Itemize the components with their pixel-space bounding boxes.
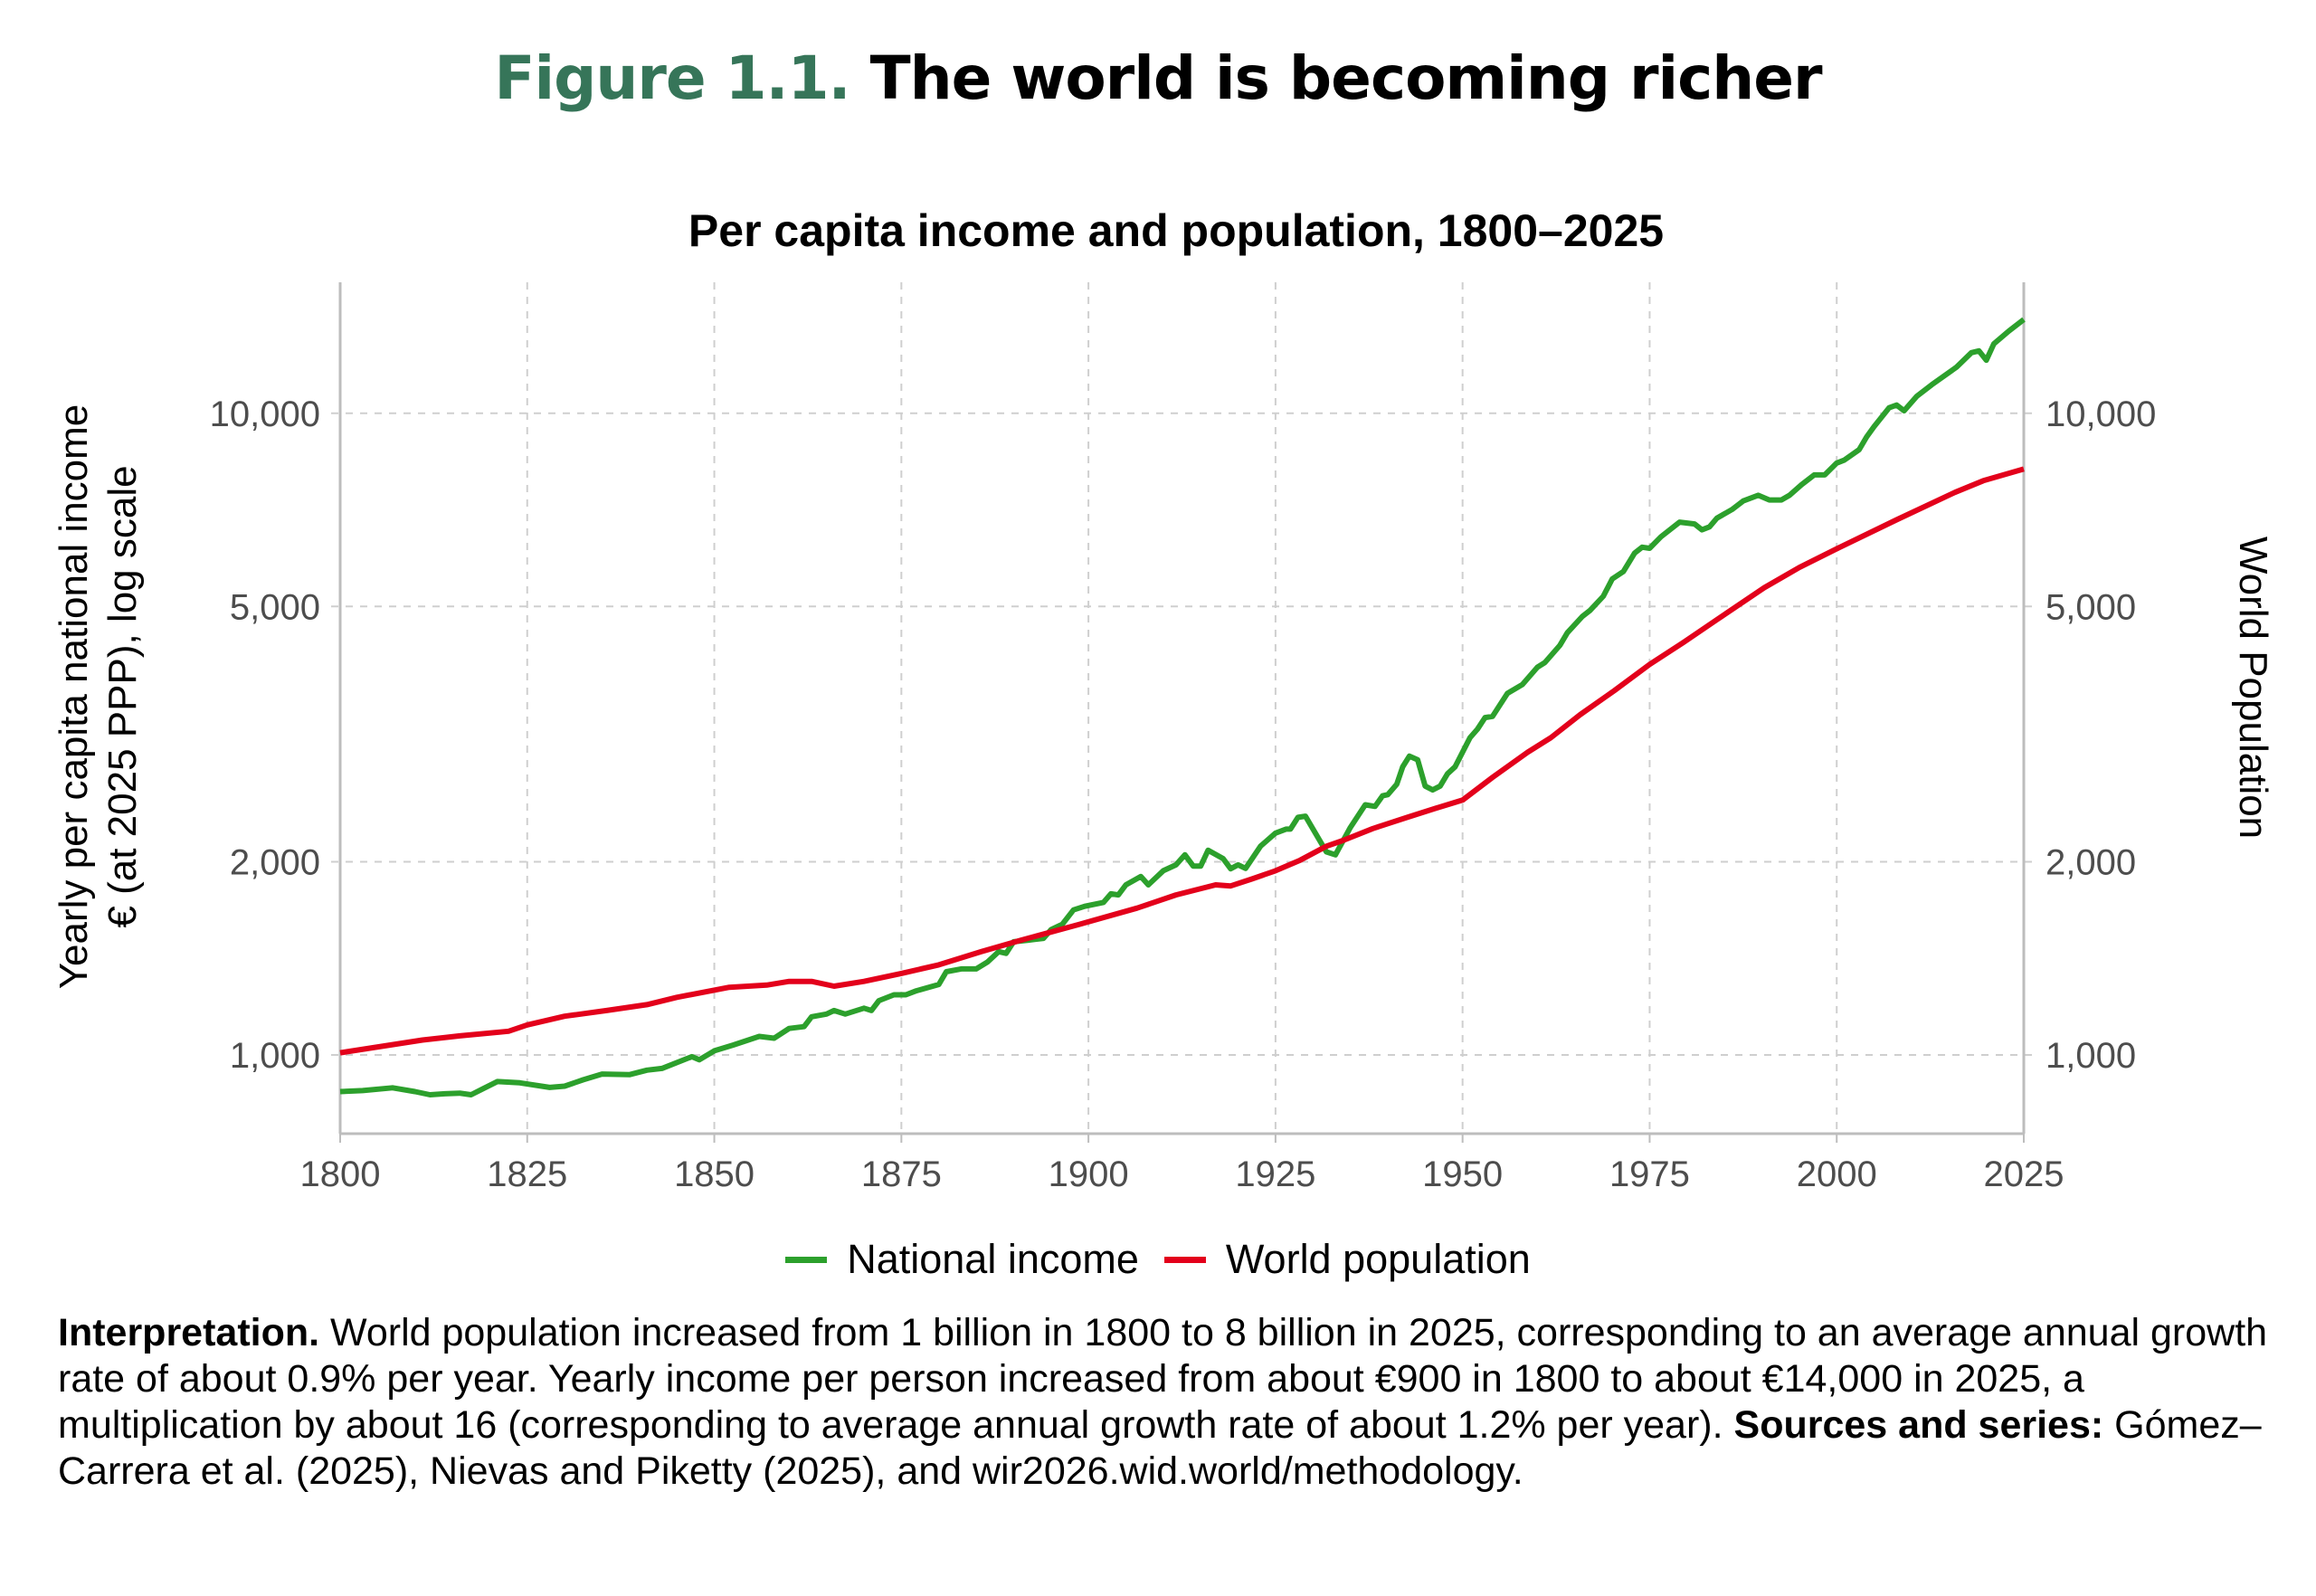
x-tick-label: 1800	[300, 1154, 381, 1194]
chart-title: Per capita income and population, 1800–2…	[688, 205, 1665, 256]
x-tick-label: 2000	[1797, 1154, 1877, 1194]
x-tick-label: 1825	[487, 1154, 567, 1194]
legend-swatch-green	[785, 1256, 828, 1263]
figure-title: Figure 1.1. The world is becoming richer	[0, 43, 2316, 113]
y-tick-label: 2,000	[230, 843, 320, 883]
y2-tick-label: 5,000	[2045, 587, 2136, 627]
legend: National income World population	[0, 1236, 2316, 1283]
world-population-line	[339, 466, 2025, 1056]
y-tick-label: 5,000	[230, 587, 320, 627]
x-tick-label: 1875	[861, 1154, 942, 1194]
interpretation-note: Interpretation. World population increas…	[58, 1310, 2274, 1495]
x-tick-label: 1950	[1422, 1154, 1503, 1194]
figure-label: Figure 1.1.	[494, 43, 850, 113]
y2-axis-label: World Population	[2231, 537, 2275, 839]
y-tick-label: 10,000	[210, 394, 320, 434]
legend-label: World population	[1225, 1236, 1531, 1282]
y-tick-label: 1,000	[230, 1036, 320, 1076]
legend-item-national-income: National income	[785, 1236, 1139, 1283]
y2-tick-label: 2,000	[2045, 843, 2136, 883]
legend-item-world-population: World population	[1163, 1236, 1531, 1283]
x-tick-label: 1850	[674, 1154, 755, 1194]
interpretation-label: Interpretation.	[58, 1311, 320, 1354]
x-tick-label: 1900	[1049, 1154, 1129, 1194]
sources-label: Sources and series:	[1733, 1403, 2104, 1447]
x-tick-label: 1975	[1609, 1154, 1690, 1194]
interpretation-text: World population increased from 1 billio…	[58, 1311, 2268, 1447]
y2-tick-label: 10,000	[2045, 394, 2156, 434]
y-axis-label-line1: Yearly per capita national income	[52, 404, 96, 990]
sources-text: Gómez–Carrera et al. (2025), Nievas and …	[58, 1403, 2262, 1493]
x-tick-label: 2025	[1984, 1154, 2064, 1194]
figure-title-text: The world is becoming richer	[869, 43, 1823, 113]
y-axis-label-line2: € (at 2025 PPP), log scale	[100, 465, 145, 927]
national-income-line	[339, 317, 2026, 1097]
x-tick-label: 1925	[1235, 1154, 1315, 1194]
legend-swatch-red	[1163, 1256, 1206, 1263]
y2-tick-label: 1,000	[2045, 1036, 2136, 1076]
legend-label: National income	[847, 1236, 1139, 1282]
